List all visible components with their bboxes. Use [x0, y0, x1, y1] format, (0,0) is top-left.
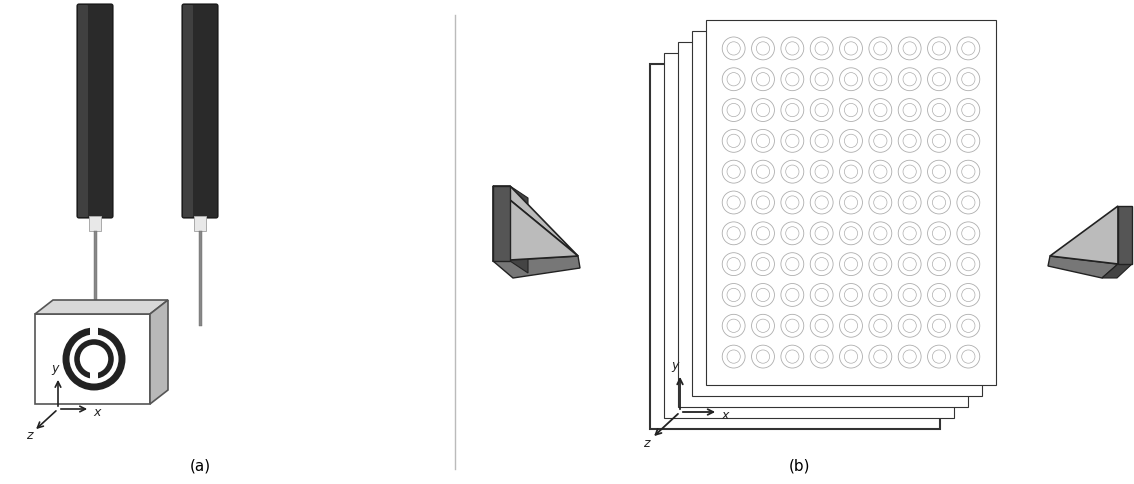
- Bar: [90, 326, 98, 335]
- Polygon shape: [1118, 206, 1132, 264]
- FancyBboxPatch shape: [181, 4, 218, 218]
- Bar: [90, 372, 98, 380]
- Text: y: y: [671, 359, 678, 372]
- Text: z: z: [643, 437, 650, 450]
- Polygon shape: [1102, 264, 1132, 278]
- Text: (b): (b): [789, 458, 811, 473]
- Bar: [706, 20, 996, 385]
- Bar: [93, 231, 96, 326]
- Polygon shape: [35, 300, 168, 314]
- FancyBboxPatch shape: [77, 4, 113, 218]
- Bar: [678, 42, 968, 407]
- Bar: [88, 216, 101, 231]
- Bar: [198, 231, 202, 326]
- Polygon shape: [510, 186, 528, 273]
- FancyBboxPatch shape: [98, 5, 112, 217]
- Polygon shape: [493, 186, 510, 261]
- Polygon shape: [150, 300, 168, 404]
- Text: y: y: [51, 362, 58, 375]
- Bar: [665, 53, 954, 418]
- Bar: [692, 31, 982, 396]
- Bar: [194, 216, 206, 231]
- Polygon shape: [493, 256, 579, 278]
- FancyBboxPatch shape: [202, 5, 217, 217]
- FancyBboxPatch shape: [78, 5, 88, 217]
- Polygon shape: [1048, 256, 1118, 278]
- Polygon shape: [493, 186, 578, 261]
- Text: x: x: [721, 409, 728, 422]
- FancyBboxPatch shape: [183, 5, 193, 217]
- Text: z: z: [26, 429, 33, 442]
- Polygon shape: [493, 186, 578, 256]
- Text: (a): (a): [189, 458, 211, 473]
- Bar: [35, 314, 150, 404]
- Text: x: x: [93, 406, 101, 419]
- Bar: [650, 64, 940, 429]
- Polygon shape: [1050, 206, 1118, 264]
